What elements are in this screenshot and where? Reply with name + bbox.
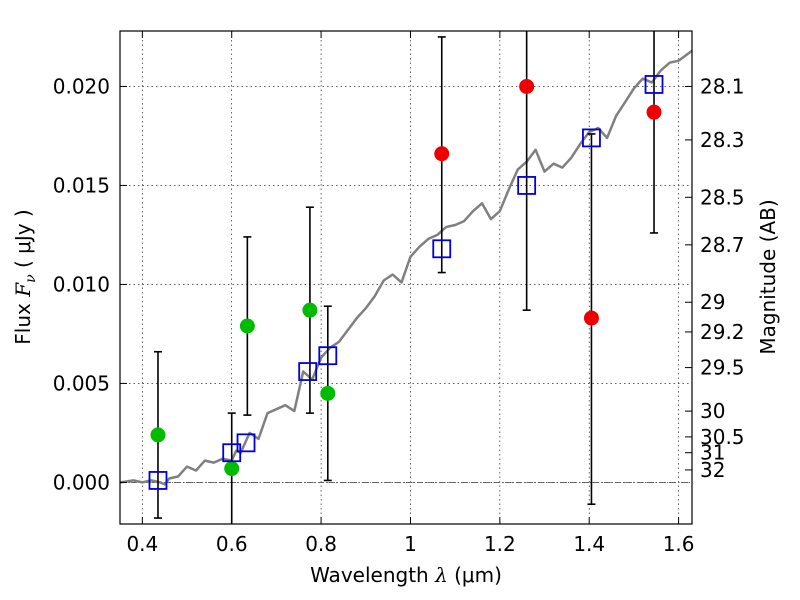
red-data-point [519, 78, 535, 94]
model-square-marker [644, 75, 664, 94]
x-tick-label: 0.6 [216, 532, 248, 556]
x-axis-label: Wavelength λ (μm) [310, 563, 502, 587]
red-data-point [434, 146, 450, 162]
green-data-point [302, 302, 318, 318]
y-tick-label: 0.000 [53, 470, 110, 494]
model-square-marker [222, 443, 242, 463]
y-axis-ticks: 0.000 0.005 0.010 0.015 0.020 [53, 74, 127, 494]
y-tick-label: 0.015 [53, 173, 110, 197]
model-square-marker [432, 239, 452, 259]
model-squares [148, 75, 664, 490]
magnitude-tick-label: 32 [700, 458, 725, 482]
model-layer [119, 49, 693, 486]
magnitude-tick-label: 30 [700, 399, 725, 423]
green-data-point [224, 461, 240, 477]
x-tick-label: 1 [404, 532, 417, 556]
x-tick-label: 0.8 [305, 532, 337, 556]
y-tick-label: 0.005 [53, 371, 110, 395]
y-tick-label: 0.020 [53, 74, 110, 98]
model-spectrum-line [119, 49, 693, 486]
model-square-marker [318, 346, 338, 366]
red-data-point [583, 310, 599, 326]
x-tick-label: 0.4 [126, 532, 158, 556]
magnitude-tick-label: 31 [700, 441, 725, 465]
model-square-marker [517, 176, 537, 195]
magnitude-tick-label: 29 [700, 290, 725, 314]
x-axis-ticks: 0.4 0.6 0.8 1 1.2 1.4 1.6 [126, 31, 695, 556]
magnitude-tick-label: 29.5 [700, 356, 745, 380]
y-axis-label: Flux Fν ( μJy ) [11, 209, 39, 344]
green-data-point [320, 385, 336, 401]
magnitude-tick-label: 28.1 [700, 74, 745, 98]
green-data-point [150, 427, 166, 443]
red-data-point [646, 104, 662, 120]
y-tick-label: 0.010 [53, 272, 110, 296]
model-square-marker [298, 362, 318, 381]
magnitude-tick-label: 28.7 [700, 233, 745, 257]
plot-area [120, 31, 692, 524]
magnitude-tick-label: 28.5 [700, 185, 745, 209]
green-data-point [239, 318, 255, 334]
magnitude-tick-label: 29.2 [700, 320, 745, 344]
model-square-marker [582, 128, 601, 148]
data-points [150, 78, 662, 477]
magnitude-axis-label: Magnitude (AB) [756, 199, 780, 354]
x-tick-label: 1.4 [573, 532, 605, 556]
x-tick-label: 1.6 [663, 532, 695, 556]
magnitude-tick-label: 28.3 [700, 128, 745, 152]
plot-frame [119, 30, 693, 525]
model-square-marker [148, 471, 168, 490]
x-tick-label: 1.2 [484, 532, 516, 556]
magnitude-tick-label: 30.5 [700, 425, 745, 449]
model-square-marker [236, 433, 256, 453]
